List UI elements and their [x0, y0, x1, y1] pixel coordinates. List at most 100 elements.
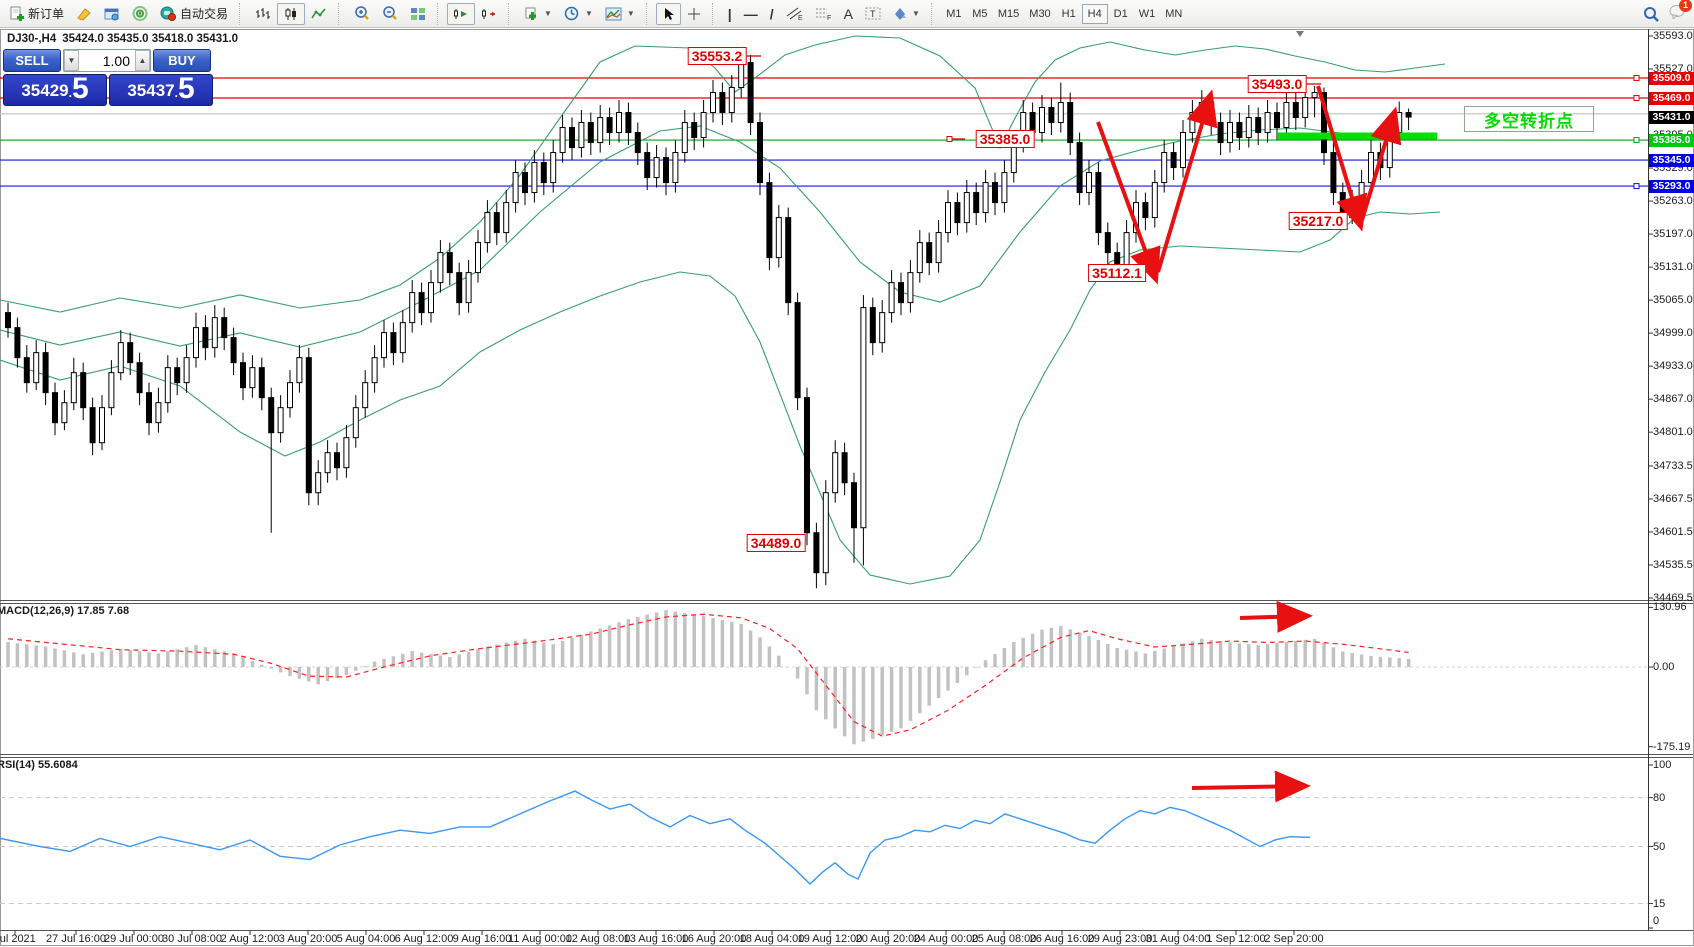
zoom-in-button[interactable] — [348, 3, 376, 25]
candle — [804, 397, 810, 534]
tab-timeframe-h4[interactable]: H4 — [1081, 3, 1108, 24]
sell-price[interactable]: 35429. 5 — [3, 74, 107, 106]
candle — [277, 407, 284, 434]
candle — [587, 122, 594, 144]
candle — [954, 202, 961, 224]
buy-price[interactable]: 35437. 5 — [109, 74, 213, 106]
tab-timeframe-m30[interactable]: M30 — [1029, 7, 1051, 20]
line-handle[interactable] — [1633, 75, 1640, 82]
macd-arrow-annotation[interactable] — [1239, 600, 1313, 633]
autotrading-button[interactable]: 自动交易 — [154, 3, 234, 25]
tab-timeframe-m15[interactable]: M15 — [997, 7, 1020, 20]
candle — [362, 382, 369, 409]
sell-button[interactable]: SELL — [3, 49, 61, 72]
depth-window-button[interactable] — [98, 3, 126, 25]
signal-button[interactable] — [126, 3, 154, 25]
rsi-arrow-annotation[interactable] — [1191, 770, 1311, 803]
new-order-button[interactable]: 新订单 — [3, 3, 70, 25]
candle — [1170, 152, 1177, 169]
candle — [1405, 112, 1412, 118]
candle — [1302, 97, 1309, 119]
text-button[interactable]: A — [838, 3, 859, 25]
text-label-button[interactable]: T — [859, 3, 887, 25]
horizontal-line-button[interactable]: — — [738, 3, 764, 25]
search-icon[interactable] — [1643, 6, 1659, 22]
trend-arrow[interactable] — [1316, 85, 1368, 232]
auto-scroll-icon — [454, 8, 468, 19]
tab-timeframe-h1[interactable]: H1 — [1061, 7, 1076, 20]
line-handle[interactable] — [1633, 183, 1640, 190]
cursor-button[interactable] — [655, 2, 681, 25]
buy-button[interactable]: BUY — [153, 49, 211, 72]
candle — [409, 292, 416, 324]
candle — [52, 392, 58, 424]
candle — [926, 242, 933, 264]
bar-chart-button[interactable] — [249, 3, 277, 25]
bollinger-middle-band — [0, 125, 1421, 348]
notification-count-badge: 1 — [1679, 0, 1692, 12]
candle — [240, 362, 246, 389]
crosshair-button[interactable] — [681, 3, 707, 25]
candle — [653, 157, 660, 179]
toolbar-separator — [338, 2, 343, 25]
line-chart-button[interactable] — [305, 3, 333, 25]
candle — [879, 312, 886, 344]
bollinger-lower-band — [0, 211, 1441, 585]
chart-shift-icon — [482, 8, 496, 19]
trendline-button[interactable]: / — [764, 3, 780, 25]
auto-scroll-button[interactable] — [447, 2, 476, 25]
tab-timeframe-m1[interactable]: M1 — [946, 7, 962, 20]
trend-arrow[interactable] — [1360, 106, 1402, 221]
candle — [719, 92, 726, 114]
candle — [869, 307, 876, 344]
candle — [1368, 152, 1374, 184]
templates-button[interactable]: ▼ — [599, 3, 641, 25]
line-handle[interactable] — [1633, 137, 1640, 144]
candle — [550, 152, 557, 184]
candle — [155, 402, 162, 424]
volume-down-button[interactable]: ▼ — [64, 50, 79, 71]
periods-button[interactable]: ▼ — [558, 3, 599, 25]
volume-up-button[interactable]: ▲ — [135, 50, 150, 71]
marker-button[interactable] — [70, 3, 98, 25]
notifications-button[interactable]: 1 — [1669, 0, 1692, 24]
candle — [1067, 102, 1074, 144]
candle — [888, 282, 895, 314]
candle — [559, 127, 566, 154]
candle — [381, 332, 387, 359]
candle — [1274, 112, 1280, 129]
candlestick-chart-button[interactable] — [277, 2, 306, 25]
candle — [70, 372, 77, 404]
bollinger-upper-band — [0, 35, 1446, 313]
candle — [1086, 172, 1092, 194]
candle — [935, 232, 942, 264]
buy-price-dot: . — [174, 86, 178, 100]
tile-windows-button[interactable] — [404, 3, 432, 25]
candle — [1330, 152, 1337, 194]
candle — [813, 532, 820, 574]
turning-point-note[interactable]: 多空转折点 — [1464, 106, 1594, 132]
line-handle[interactable] — [1633, 95, 1640, 102]
vertical-line-button[interactable]: | — [722, 3, 738, 25]
tab-timeframe-mn[interactable]: MN — [1165, 7, 1183, 20]
chart-annotations[interactable] — [745, 55, 1437, 285]
candle — [1255, 117, 1262, 134]
tab-timeframe-d1[interactable]: D1 — [1113, 7, 1128, 20]
chart-shift-button[interactable] — [475, 3, 503, 25]
tab-timeframe-w1[interactable]: W1 — [1138, 7, 1156, 20]
zoom-out-button[interactable] — [376, 3, 404, 25]
candle — [1039, 107, 1045, 134]
candle — [1396, 112, 1403, 134]
autotrading-label: 自动交易 — [180, 7, 229, 21]
trend-arrow[interactable] — [1096, 121, 1161, 285]
channel-button[interactable]: E — [780, 3, 809, 25]
shapes-button[interactable]: ▼ — [887, 3, 926, 25]
trend-arrow[interactable] — [1156, 89, 1218, 273]
candle — [343, 437, 350, 469]
volume-input[interactable] — [79, 50, 135, 71]
indicators-button[interactable]: ▼ — [518, 3, 558, 25]
candle — [296, 357, 303, 384]
fibonacci-button[interactable]: F — [809, 3, 838, 25]
candle — [193, 327, 199, 359]
tab-timeframe-m5[interactable]: M5 — [972, 7, 988, 20]
